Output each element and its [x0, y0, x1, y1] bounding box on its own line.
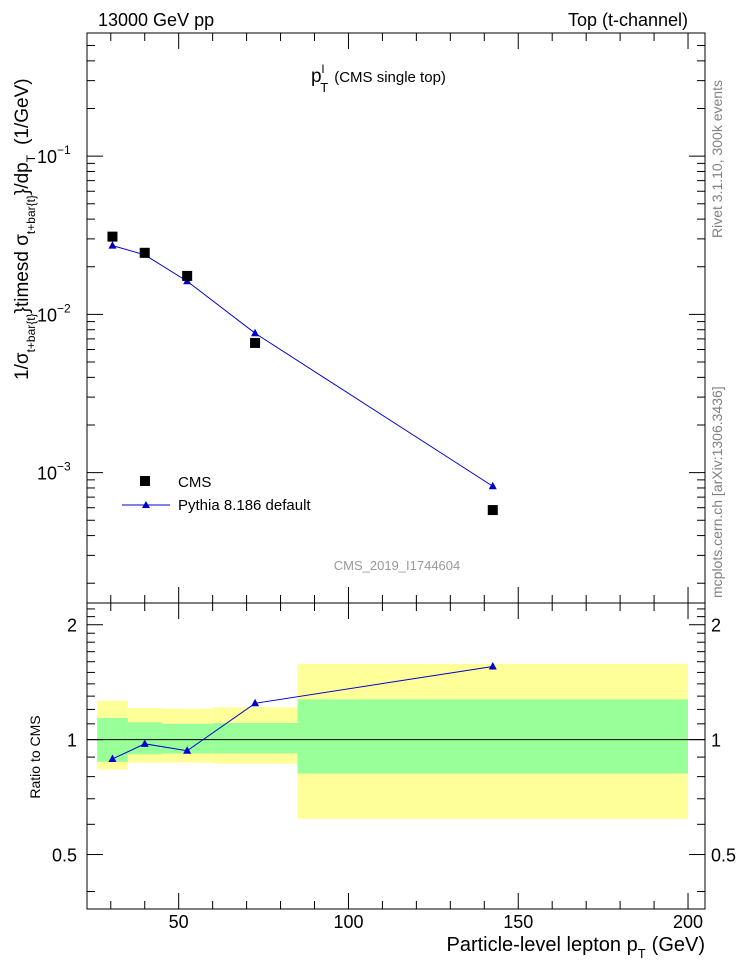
- pythia-line: [112, 245, 494, 487]
- pythia-point: [108, 241, 117, 249]
- main-y-axis-label: 1/σt+bar{t}}timesd σt+bar{t}}/dpT(1/GeV): [12, 78, 38, 380]
- main-y-tick-label: 10−3: [37, 460, 71, 484]
- main-frame: [86, 32, 706, 604]
- ratio-y-tick-label-left: 0.5: [52, 846, 77, 866]
- pythia-point: [488, 481, 497, 490]
- pythia-point: [251, 328, 260, 337]
- uncertainty-band-inner: [297, 699, 689, 774]
- mcplots-note: mcplots.cern.ch [arXiv:1306.3436]: [709, 386, 725, 598]
- x-tick-label: 200: [673, 912, 703, 932]
- x-tick-label: 50: [169, 912, 189, 932]
- ratio-x-ticks: 50 100 150 200: [110, 603, 703, 932]
- cms-point: [107, 231, 118, 242]
- legend-pythia-label: Pythia 8.186 default: [178, 497, 311, 514]
- cms-point: [139, 247, 150, 258]
- ratio-y-tick-label-right: 2: [711, 616, 721, 636]
- plot-title: pl T(CMS single top): [311, 62, 446, 95]
- cms-point: [250, 337, 261, 348]
- uncertainty-band-inner: [212, 723, 298, 754]
- ratio-y-axis-label: Ratio to CMS: [27, 715, 43, 798]
- x-tick-label: 100: [333, 912, 363, 932]
- legend-pythia-marker: [142, 501, 150, 508]
- header-right: Top (t-channel): [568, 10, 688, 30]
- analysis-watermark: CMS_2019_I1744604: [334, 558, 461, 573]
- cms-point: [487, 505, 498, 516]
- main-y-tick-label: 10−2: [37, 301, 71, 325]
- ratio-point: [108, 754, 117, 762]
- ratio-y-tick-label-right: 1: [711, 731, 721, 751]
- ratio-frame: [86, 602, 706, 910]
- main-y-ticks: 10−1 10−2 10−3: [37, 45, 705, 584]
- legend-cms-marker: [140, 476, 150, 486]
- ratio-y-tick-label-left: 1: [67, 731, 77, 751]
- ratio-panel: 50 100 150 200 2 2 1 1 0.5 0.5 Ratio to CMS Part…: [27, 602, 736, 961]
- ratio-point: [251, 698, 260, 707]
- main-plot-area: [107, 231, 498, 516]
- x-axis-label: Particle-level lepton pT (GeV): [446, 934, 705, 961]
- ratio-point: [183, 746, 192, 754]
- ratio-plot-area: [87, 661, 705, 819]
- ratio-y-tick-label-right: 0.5: [711, 846, 736, 866]
- x-tick-label: 150: [503, 912, 533, 932]
- header-left: 13000 GeV pp: [98, 10, 214, 30]
- ratio-point: [488, 661, 497, 670]
- main-panel: 10−1 10−2 10−3 pl T(CMS single top) 1/σt+ba…: [12, 32, 706, 604]
- ratio-y-tick-label-left: 2: [67, 616, 77, 636]
- ratio-y-ticks: 2 2 1 1 0.5 0.5: [52, 608, 736, 893]
- legend: CMS Pythia 8.186 default: [122, 474, 311, 514]
- main-x-ticks: [110, 33, 689, 603]
- rivet-note: Rivet 3.1.10, 300k events: [709, 80, 725, 238]
- main-y-tick-label: 10−1: [37, 143, 71, 167]
- ratio-point: [140, 739, 149, 747]
- cms-point: [182, 270, 193, 281]
- legend-cms-label: CMS: [178, 474, 211, 491]
